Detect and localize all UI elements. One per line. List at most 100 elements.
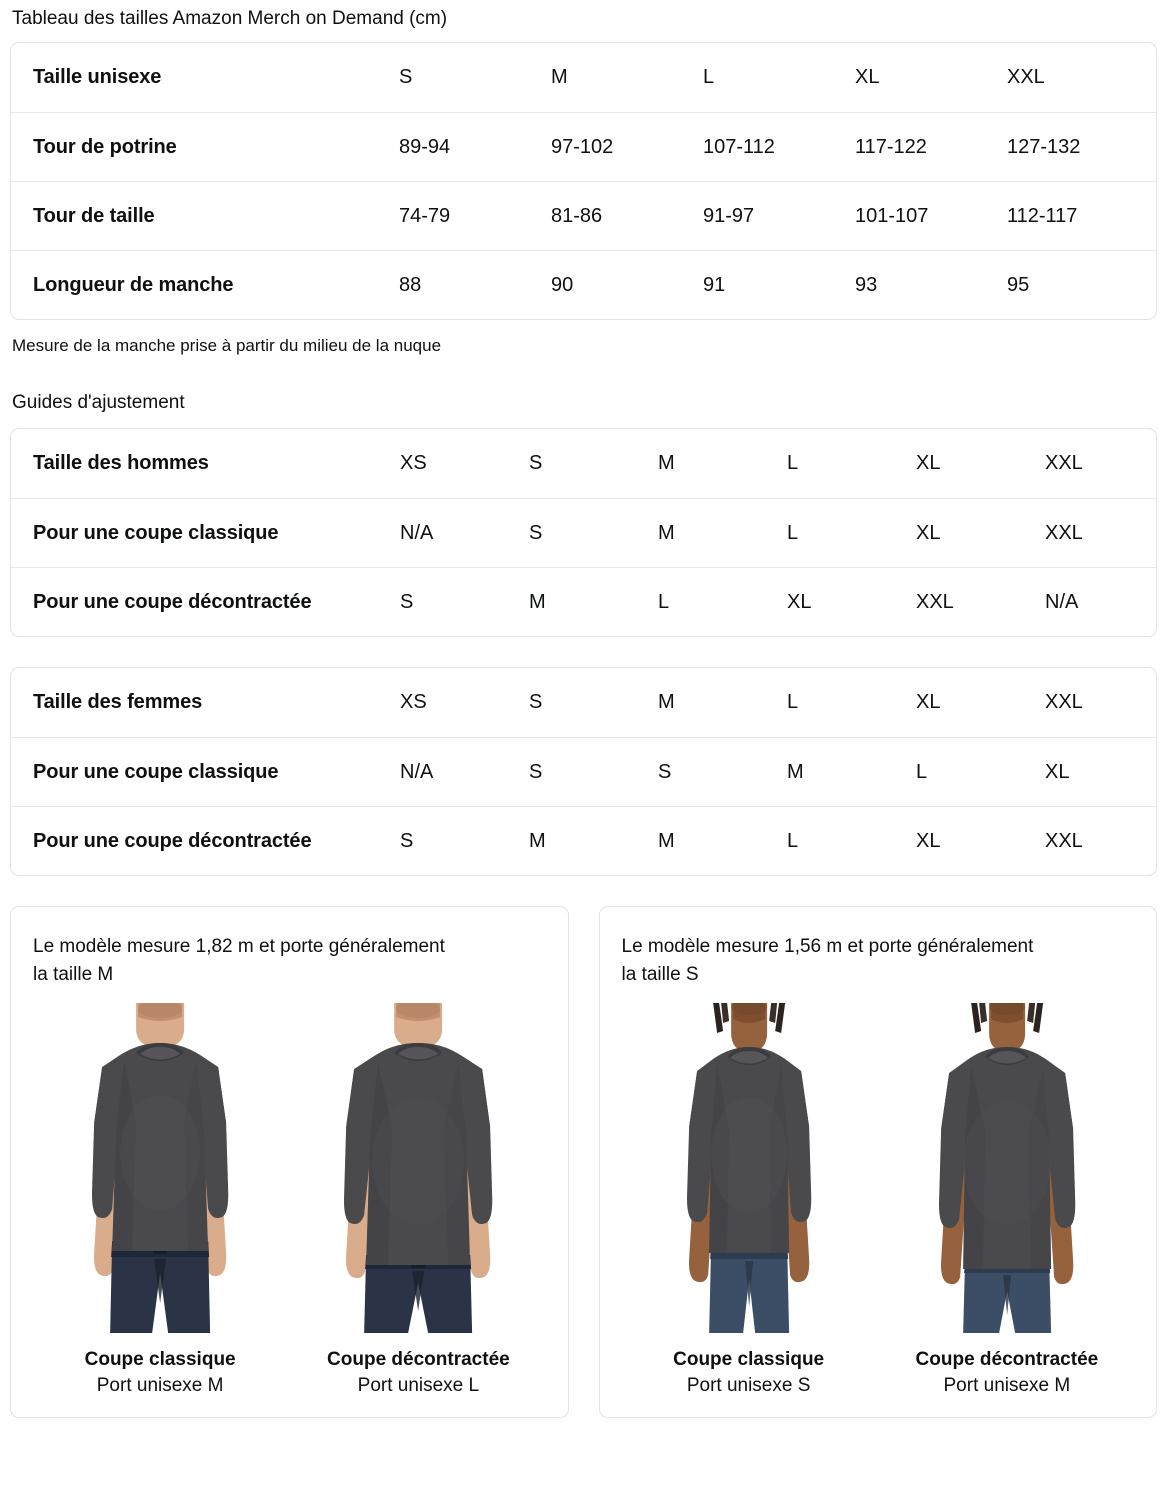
wear-caption: Port unisexe L <box>357 1375 480 1396</box>
header-size-xl: XL <box>916 452 941 474</box>
table-row: Pour une coupe décontractée S M M L XL X… <box>11 806 1156 875</box>
header-label: Taille des hommes <box>33 452 209 474</box>
cell-xxl: 127-132 <box>1007 135 1081 158</box>
cell-xxl: XL <box>1045 760 1070 783</box>
fit-guides-heading: Guides d'ajustement <box>12 392 185 413</box>
cell-xl: XL <box>916 521 941 544</box>
table-row: Tour de taille 74-79 81-86 91-97 101-107… <box>11 181 1156 250</box>
cell-m: S <box>658 760 672 783</box>
cell-s: 88 <box>399 273 422 296</box>
male-relaxed-fit-photo <box>291 1003 546 1333</box>
cell-m: M <box>658 829 675 852</box>
cell-s: S <box>529 760 543 783</box>
cell-m: L <box>658 590 670 613</box>
male-classic-fit-column: Coupe classique Port unisexe M <box>33 1003 288 1397</box>
header-label: Taille des femmes <box>33 691 203 713</box>
cell-s: S <box>529 521 543 544</box>
cell-xxl: 95 <box>1007 273 1030 296</box>
wear-caption: Port unisexe M <box>96 1375 224 1396</box>
table-row: Pour une coupe classique N/A S S M L XL <box>11 737 1156 806</box>
table-row: Pour une coupe classique N/A S M L XL XX… <box>11 498 1156 567</box>
header-size-m: M <box>658 452 675 474</box>
header-size-m: M <box>551 66 568 88</box>
female-relaxed-fit-column: Coupe décontractée Port unisexe M <box>879 1003 1134 1397</box>
header-size-xl: XL <box>916 691 941 713</box>
mens-fit-guide-table: Taille des hommes XS S M L XL XXL Pour u… <box>10 428 1157 637</box>
table-header-row: Taille unisexe S M L XL XXL <box>11 43 1156 112</box>
cell-m: 97-102 <box>551 135 614 158</box>
header-size-s: S <box>399 66 413 88</box>
row-label: Pour une coupe décontractée <box>33 590 312 613</box>
row-label: Pour une coupe classique <box>33 521 279 544</box>
cell-l: 107-112 <box>703 135 775 158</box>
cell-m: 81-86 <box>551 204 603 227</box>
header-size-l: L <box>787 691 799 713</box>
row-label: Pour une coupe décontractée <box>33 829 312 852</box>
cell-xxl: N/A <box>1045 590 1079 613</box>
row-label: Pour une coupe classique <box>33 760 279 783</box>
cell-s: M <box>529 590 546 613</box>
header-size-xs: XS <box>400 691 427 713</box>
header-size-xl: XL <box>855 66 880 88</box>
cell-l: XL <box>787 590 812 613</box>
cell-xxl: 112-117 <box>1007 204 1078 227</box>
model-description: Le modèle mesure 1,56 m et porte général… <box>621 936 1034 985</box>
cell-l: M <box>787 760 804 783</box>
header-size-xxl: XXL <box>1045 691 1083 713</box>
cell-s: 74-79 <box>399 204 451 227</box>
male-relaxed-fit-column: Coupe décontractée Port unisexe L <box>291 1003 546 1397</box>
cell-m: 90 <box>551 273 574 296</box>
female-classic-fit-photo <box>621 1003 876 1333</box>
cell-s: 89-94 <box>399 135 451 158</box>
header-size-xs: XS <box>400 452 427 474</box>
header-size-xxl: XXL <box>1007 66 1045 88</box>
cell-xl: 101-107 <box>855 204 929 227</box>
fit-caption: Coupe classique <box>673 1349 825 1370</box>
cell-xl: 117-122 <box>855 135 927 158</box>
header-size-xxl: XXL <box>1045 452 1083 474</box>
table-header-row: Taille des femmes XS S M L XL XXL <box>11 668 1156 737</box>
header-size-s: S <box>529 691 543 713</box>
cell-xs: N/A <box>400 760 434 783</box>
wear-caption: Port unisexe M <box>943 1375 1071 1396</box>
cell-l: 91-97 <box>703 204 755 227</box>
fit-caption: Coupe décontractée <box>327 1349 510 1370</box>
male-classic-fit-photo <box>33 1003 288 1333</box>
table-row: Pour une coupe décontractée S M L XL XXL… <box>11 567 1156 636</box>
cell-s: M <box>529 829 546 852</box>
cell-xs: S <box>400 829 414 852</box>
fit-caption: Coupe décontractée <box>915 1349 1099 1370</box>
header-size-m: M <box>658 691 675 713</box>
female-relaxed-fit-photo <box>879 1003 1134 1333</box>
header-label: Taille unisexe <box>33 66 162 88</box>
cell-xl: XXL <box>916 590 954 613</box>
header-size-l: L <box>787 452 799 474</box>
cell-xl: XL <box>916 829 941 852</box>
model-description: Le modèle mesure 1,82 m et porte général… <box>33 936 445 985</box>
model-cards-row: Le modèle mesure 1,82 m et porte général… <box>10 906 1157 1424</box>
page-title: Tableau des tailles Amazon Merch on Dema… <box>12 8 448 29</box>
cell-l: L <box>787 829 799 852</box>
wear-caption: Port unisexe S <box>686 1375 811 1396</box>
unisex-measurement-table: Taille unisexe S M L XL XXL Tour de potr… <box>10 42 1157 320</box>
male-model-card: Le modèle mesure 1,82 m et porte général… <box>10 906 569 1418</box>
cell-l: 91 <box>703 273 726 296</box>
cell-xs: S <box>400 590 414 613</box>
table-row: Tour de potrine 89-94 97-102 107-112 117… <box>11 112 1156 181</box>
header-size-s: S <box>529 452 543 474</box>
cell-xl: 93 <box>855 273 878 296</box>
table-row: Longueur de manche 88 90 91 93 95 <box>11 250 1156 319</box>
cell-xxl: XXL <box>1045 521 1083 544</box>
header-size-l: L <box>703 66 715 88</box>
cell-xxl: XXL <box>1045 829 1083 852</box>
row-label: Tour de potrine <box>33 135 177 158</box>
cell-m: M <box>658 521 675 544</box>
female-classic-fit-column: Coupe classique Port unisexe S <box>621 1003 876 1397</box>
table-header-row: Taille des hommes XS S M L XL XXL <box>11 429 1156 498</box>
womens-fit-guide-table: Taille des femmes XS S M L XL XXL Pour u… <box>10 667 1157 876</box>
fit-caption: Coupe classique <box>84 1349 236 1370</box>
female-model-card: Le modèle mesure 1,56 m et porte général… <box>598 906 1157 1418</box>
cell-xs: N/A <box>400 521 434 544</box>
cell-l: L <box>787 521 799 544</box>
